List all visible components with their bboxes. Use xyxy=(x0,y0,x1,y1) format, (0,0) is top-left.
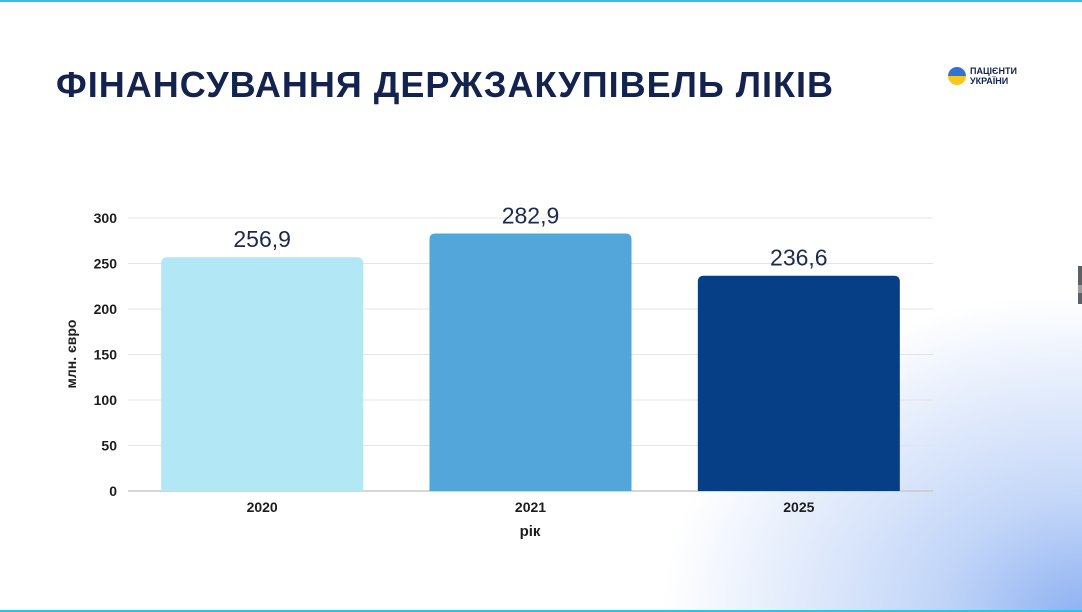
y-tick-label: 150 xyxy=(94,347,118,363)
ukraine-flag-circle-icon xyxy=(948,67,966,85)
x-tick-label: 2025 xyxy=(783,499,814,515)
x-axis-label: рік xyxy=(520,523,541,540)
scroll-indicator-thumb xyxy=(1078,285,1082,293)
y-axis-label: млн. євро xyxy=(63,320,79,389)
logo: ПАЦІЄНТИ УКРАЇНИ xyxy=(948,66,1030,86)
logo-text: ПАЦІЄНТИ УКРАЇНИ xyxy=(970,66,1017,86)
y-tick-label: 250 xyxy=(94,256,118,272)
y-tick-label: 300 xyxy=(94,210,118,226)
data-label: 256,9 xyxy=(233,226,291,252)
x-tick-label: 2021 xyxy=(515,499,546,515)
page-title: ФІНАНСУВАННЯ ДЕРЖЗАКУПІВЕЛЬ ЛІКІВ xyxy=(56,64,834,105)
x-tick-label: 2020 xyxy=(247,499,278,515)
y-tick-label: 200 xyxy=(94,301,118,317)
bar xyxy=(429,233,632,491)
y-tick-label: 50 xyxy=(101,438,117,454)
y-tick-label: 0 xyxy=(109,483,117,499)
data-label: 236,6 xyxy=(770,245,828,271)
y-tick-label: 100 xyxy=(94,392,118,408)
bar xyxy=(697,275,900,491)
bar xyxy=(161,257,364,491)
data-label: 282,9 xyxy=(502,203,560,229)
